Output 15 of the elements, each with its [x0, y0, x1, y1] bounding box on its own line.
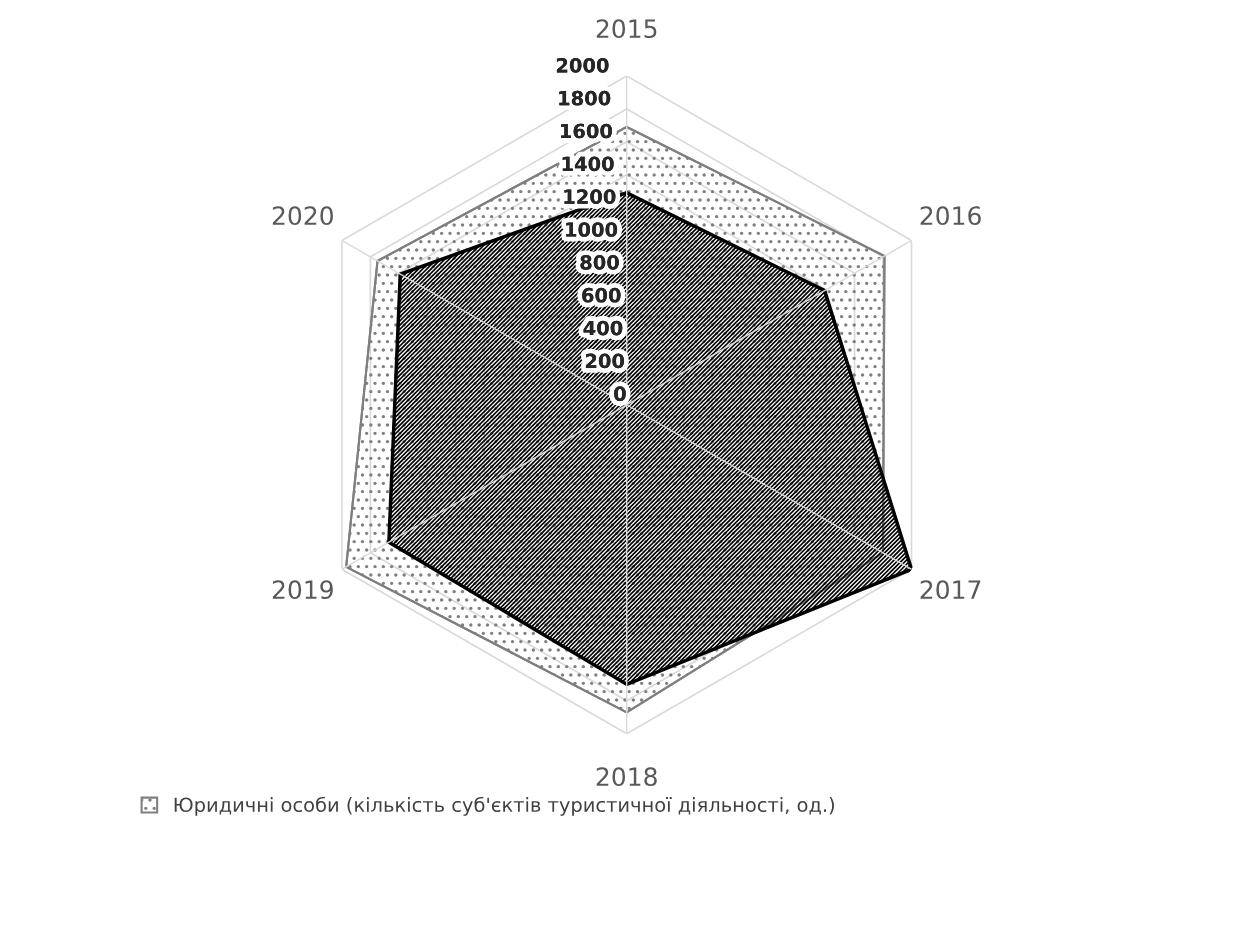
y-tick-label: 1200 [564, 189, 616, 205]
y-tick-label: 0 [614, 386, 626, 402]
y-tick-label: 1800 [559, 90, 611, 106]
y-tick-label: 1600 [561, 123, 613, 139]
y-tick-label: 200 [585, 353, 625, 369]
y-tick-label: 2000 [556, 57, 609, 73]
spoke-label: 2018 [596, 767, 657, 787]
spoke-label: 2016 [920, 206, 981, 226]
y-tick-label: 1400 [562, 156, 614, 172]
spoke-label: 2020 [272, 206, 333, 226]
y-tick-label: 400 [583, 320, 623, 336]
spoke-label: 2019 [272, 580, 333, 600]
spoke-label: 2015 [596, 19, 657, 39]
spoke-label: 2017 [920, 580, 981, 600]
legend-label: Юридичні особи (кількість суб'єктів туристичної діяльності, од.) [174, 796, 834, 816]
